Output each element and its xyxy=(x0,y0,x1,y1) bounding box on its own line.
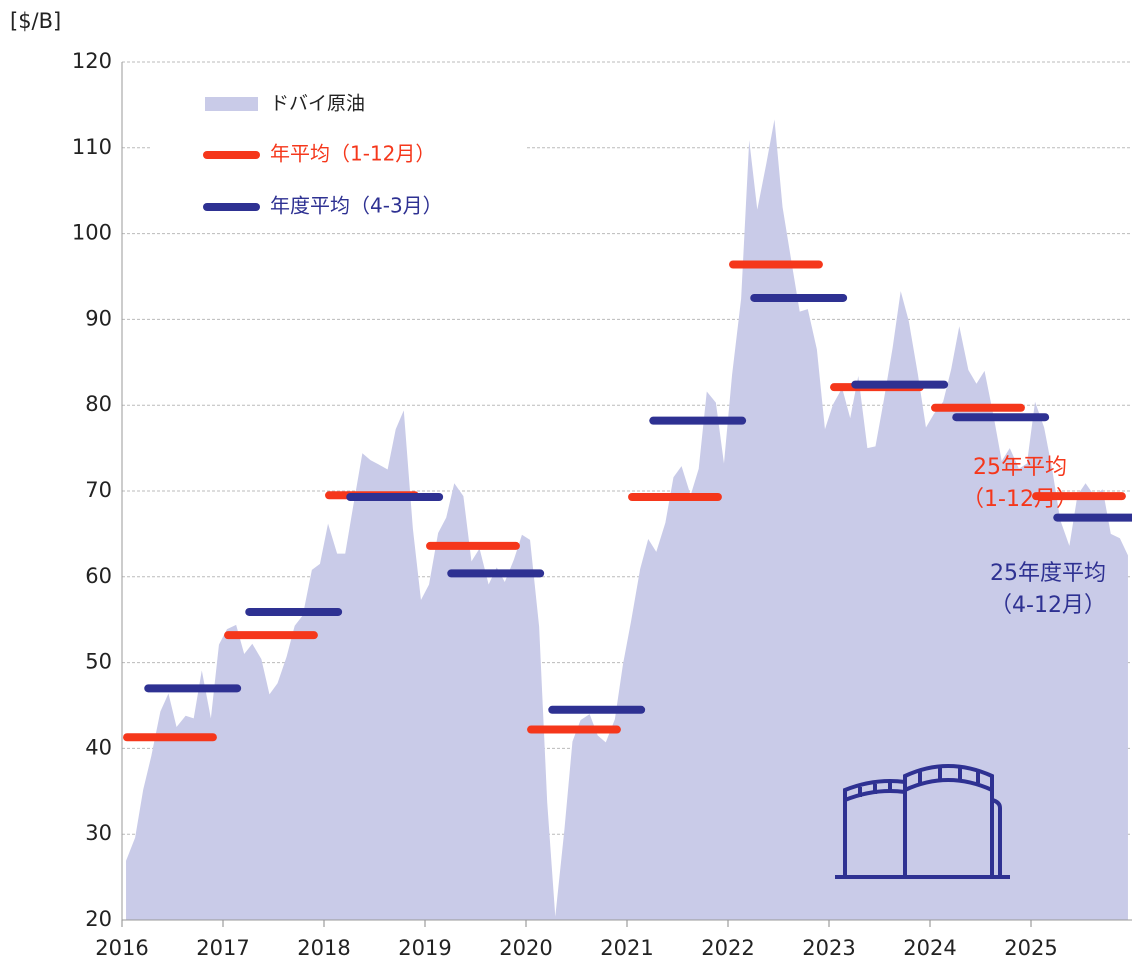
y-tick-label: 70 xyxy=(85,478,112,502)
annotation: 25年度平均 xyxy=(990,561,1106,586)
x-tick-label: 2021 xyxy=(600,936,653,960)
y-tick-label: 100 xyxy=(72,221,112,245)
y-axis-label: [$/B] xyxy=(10,9,61,33)
legend-label: 年平均（1-12月） xyxy=(270,142,435,166)
x-tick-label: 2022 xyxy=(701,936,754,960)
x-tick-label: 2020 xyxy=(499,936,552,960)
x-tick-label: 2025 xyxy=(1004,936,1057,960)
y-tick-label: 50 xyxy=(85,650,112,674)
legend-label: ドバイ原油 xyxy=(270,93,365,115)
annotation: （1-12月） xyxy=(962,487,1078,512)
x-tick-label: 2016 xyxy=(95,936,148,960)
legend-label: 年度平均（4-3月） xyxy=(270,194,443,218)
y-tick-label: 80 xyxy=(85,392,112,416)
y-tick-label: 90 xyxy=(85,306,112,330)
y-tick-label: 120 xyxy=(72,49,112,73)
y-tick-label: 30 xyxy=(85,821,112,845)
y-tick-label: 40 xyxy=(85,735,112,759)
y-tick-label: 110 xyxy=(72,135,112,159)
y-tick-label: 20 xyxy=(85,907,112,931)
legend-swatch xyxy=(205,97,258,111)
x-tick-label: 2023 xyxy=(802,936,855,960)
x-tick-label: 2018 xyxy=(297,936,350,960)
plot xyxy=(123,119,1132,920)
y-tick-label: 60 xyxy=(85,564,112,588)
area xyxy=(126,119,1128,920)
x-tick-label: 2017 xyxy=(196,936,249,960)
annotation: 25年平均 xyxy=(973,455,1067,480)
tank-icon xyxy=(835,764,1010,879)
x-tick-label: 2024 xyxy=(903,936,956,960)
annotation: （4-12月） xyxy=(990,593,1106,618)
x-tick-label: 2019 xyxy=(398,936,451,960)
